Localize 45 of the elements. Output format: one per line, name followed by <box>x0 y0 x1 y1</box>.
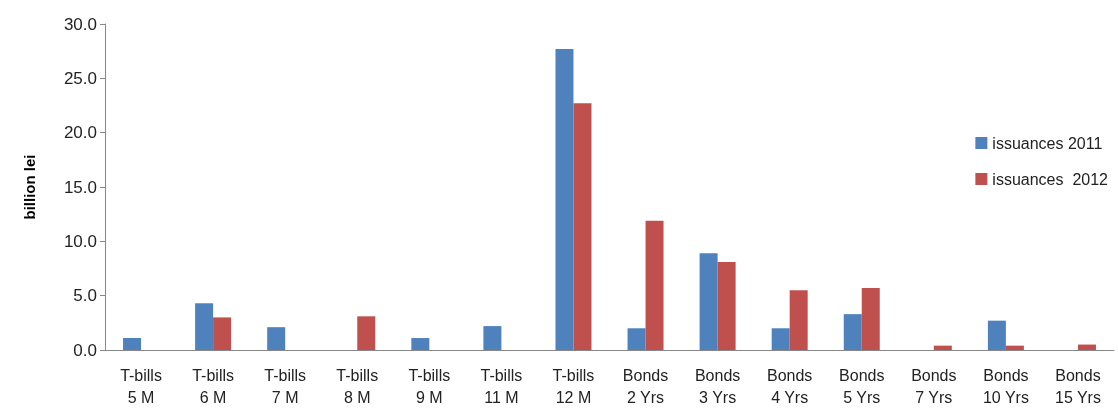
x-tick-label: T-bills 9 M <box>408 366 451 406</box>
y-tick-label: 15.0 <box>63 177 97 197</box>
bar <box>771 328 790 350</box>
x-tick-label: T-bills 12 M <box>552 366 595 406</box>
x-tick-label: T-bills 7 M <box>264 366 307 406</box>
bar <box>717 261 736 350</box>
bar <box>627 328 646 350</box>
bar <box>573 103 592 350</box>
y-tick-label: 20.0 <box>63 123 97 143</box>
x-tick-label: T-bills 5 M <box>120 366 162 406</box>
y-tick-label: 0.0 <box>73 340 97 360</box>
x-tick-label: Bonds 15 Yrs <box>1054 366 1101 406</box>
x-tick-label: Bonds 3 Yrs <box>694 366 741 406</box>
x-tick-label: Bonds 7 Yrs <box>911 366 957 406</box>
bar <box>789 290 808 350</box>
x-tick-label: T-bills 8 M <box>336 366 379 406</box>
bar <box>357 316 376 350</box>
bar <box>861 288 880 350</box>
y-axis-title: billion lei <box>21 154 38 220</box>
y-tick-label: 30.0 <box>63 14 97 34</box>
bar <box>1077 344 1096 350</box>
y-tick-label: 5.0 <box>73 286 97 306</box>
y-tick-label: 25.0 <box>63 68 97 88</box>
x-tick-label: Bonds 10 Yrs <box>982 366 1029 406</box>
bar <box>123 338 142 350</box>
x-tick-label: Bonds 4 Yrs <box>766 366 813 406</box>
bar <box>213 317 232 350</box>
x-tick-label: Bonds 5 Yrs <box>839 366 885 406</box>
x-tick-label: T-bills 11 M <box>480 366 523 406</box>
bar <box>267 327 286 350</box>
bar <box>411 338 430 350</box>
x-tick-label: Bonds 2 Yrs <box>622 366 669 406</box>
legend-label: issuances 2012 <box>992 170 1109 188</box>
bar <box>987 320 1006 350</box>
legend-label: issuances 2011 <box>992 134 1103 152</box>
bar <box>843 314 862 350</box>
y-tick-label: 10.0 <box>63 231 97 251</box>
bar <box>1005 345 1024 350</box>
bar <box>483 326 502 350</box>
bar <box>195 303 214 350</box>
bar <box>933 345 952 350</box>
bar <box>555 48 574 350</box>
bar <box>645 220 664 350</box>
x-tick-label: T-bills 6 M <box>192 366 234 406</box>
bar <box>699 253 718 350</box>
